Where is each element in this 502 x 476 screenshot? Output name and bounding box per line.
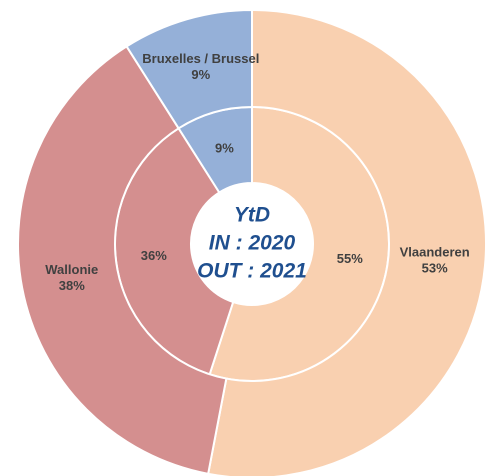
value-label: 9% — [191, 67, 210, 82]
category-label: Bruxelles / Brussel — [142, 51, 259, 66]
chart-title: YtD — [234, 204, 270, 227]
category-label: Vlaanderen — [400, 245, 470, 260]
donut-segment — [17, 45, 228, 476]
category-label: Wallonie — [45, 262, 98, 277]
value-label: 53% — [422, 261, 448, 276]
donut-segment — [206, 8, 487, 476]
series-name: OUT : 2021 — [197, 260, 307, 283]
value-label: 36% — [141, 248, 167, 263]
value-label: 55% — [337, 251, 363, 266]
donut-segment — [125, 8, 253, 130]
series-name: IN : 2020 — [209, 232, 296, 255]
value-label: 9% — [215, 140, 234, 155]
donut-hole — [191, 183, 313, 305]
value-label: 38% — [59, 278, 85, 293]
